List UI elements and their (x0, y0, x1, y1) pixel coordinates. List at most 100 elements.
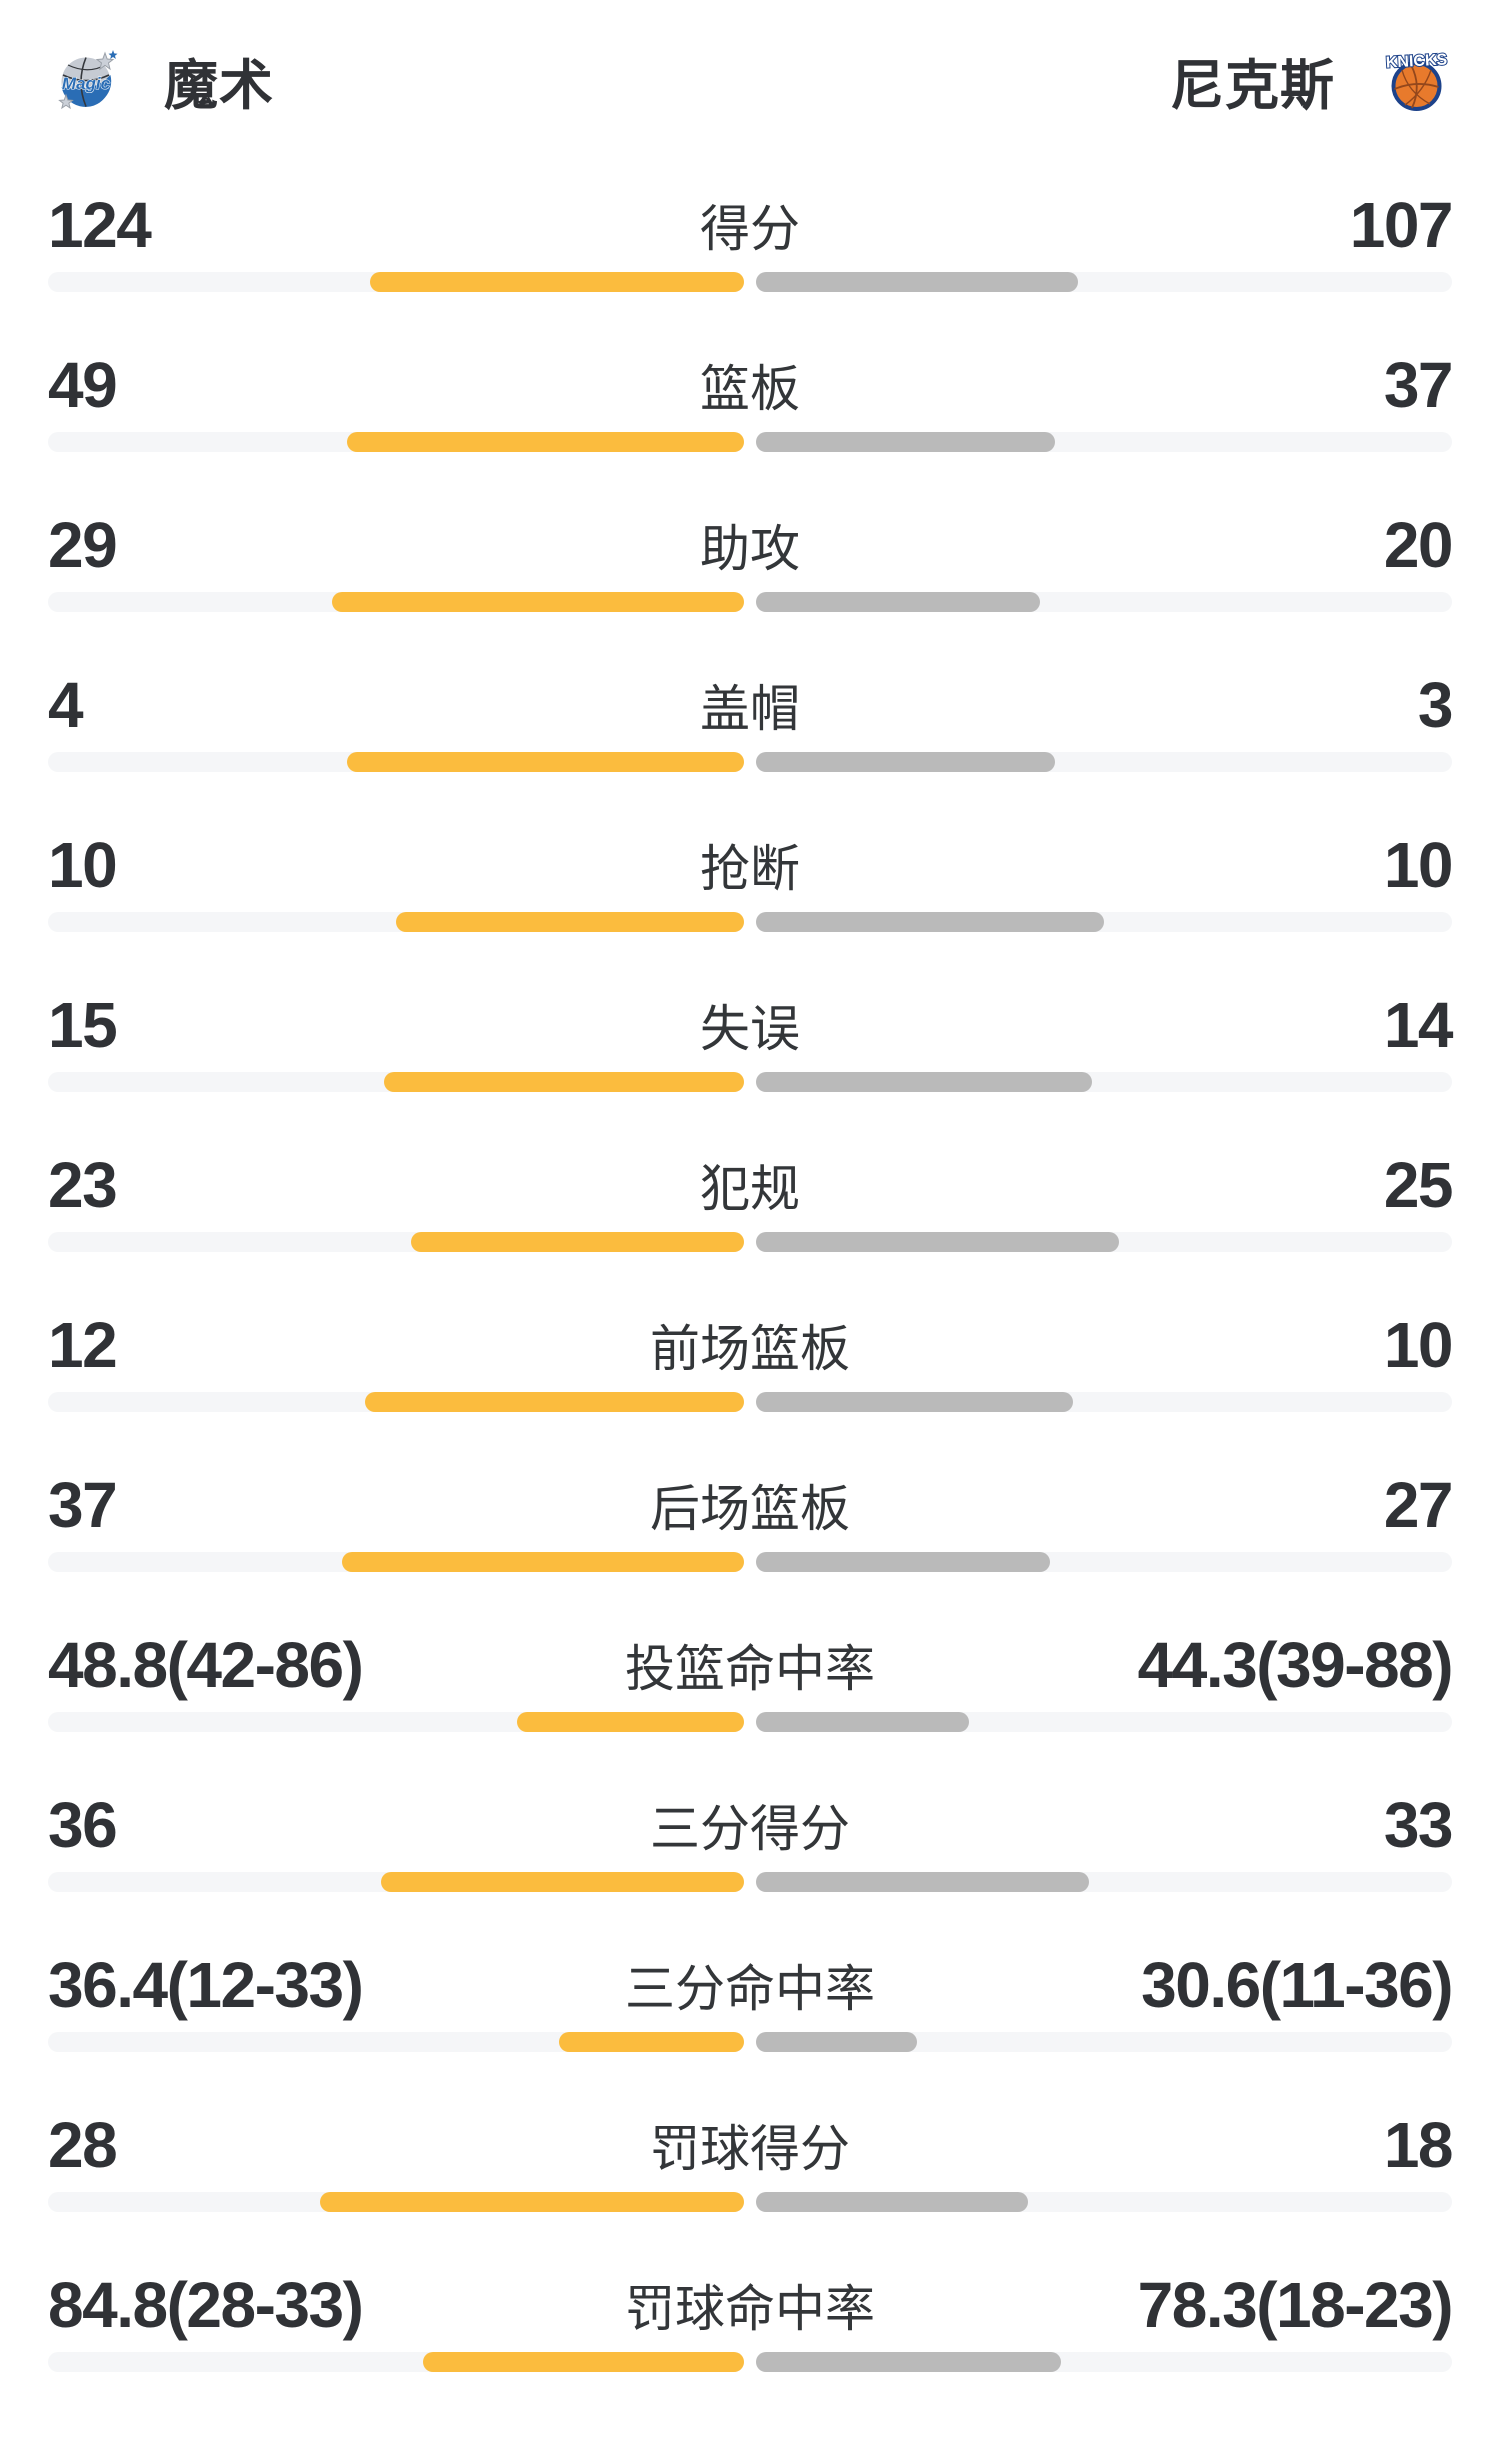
stat-label: 后场篮板 (650, 1481, 850, 1537)
stat-bars (48, 2032, 1452, 2052)
bars-gap (744, 1552, 756, 1572)
right-team-value: 20 (1383, 509, 1454, 581)
stat-row: 36.4(12-33) 三分命中率 30.6(11-36) (48, 1953, 1453, 2052)
left-team-value: 29 (48, 509, 118, 581)
stat-values-line: 36.4(12-33) 三分命中率 30.6(11-36) (48, 1953, 1453, 2017)
knicks-logo-wordmark: KNICKS (1385, 51, 1447, 71)
stat-bars (48, 1072, 1452, 1092)
left-bar-fill (341, 1552, 744, 1572)
right-bar-track (756, 1712, 1452, 1732)
stat-label: 前场篮板 (650, 1321, 850, 1377)
stat-row: 4 盖帽 3 (48, 669, 1454, 772)
right-bar-fill (756, 592, 1040, 612)
stat-values-line: 36 三分得分 33 (48, 1789, 1454, 1861)
left-bar-fill (558, 2032, 744, 2052)
stat-bars (48, 1712, 1452, 1732)
right-bar-track (756, 752, 1452, 772)
team-right[interactable]: 尼克斯 KNICKS (1170, 41, 1448, 120)
stat-label: 得分 (700, 201, 800, 257)
stat-bars (48, 1872, 1452, 1892)
right-bar-track (756, 1552, 1452, 1572)
team-stats-panel: Magic 魔术 尼克斯 KNICKS 124 得分 107 (0, 48, 1500, 2372)
right-bar-track (756, 2192, 1452, 2212)
left-bar-track (48, 2352, 744, 2372)
left-bar-fill (423, 2352, 744, 2372)
left-team-name: 魔术 (164, 55, 274, 116)
right-bar-fill (756, 2352, 1061, 2372)
stats-list: 124 得分 107 49 篮板 37 (48, 189, 1454, 2372)
left-team-value: 84.8(28-33) (48, 2269, 364, 2341)
left-bar-track (48, 752, 744, 772)
right-bar-fill (756, 2192, 1029, 2212)
stat-label: 罚球命中率 (625, 2281, 875, 2337)
left-bar-fill (347, 432, 744, 452)
magic-logo-wordmark: Magic (62, 74, 111, 93)
stat-label: 盖帽 (700, 681, 800, 737)
stat-values-line: 49 篮板 37 (48, 353, 1454, 417)
left-team-value: 4 (48, 669, 84, 741)
right-team-value: 33 (1383, 1789, 1454, 1861)
bars-gap (744, 912, 756, 932)
left-bar-track (48, 2192, 744, 2212)
right-bar-fill (756, 752, 1055, 772)
bars-gap (744, 1392, 756, 1412)
stat-values-line: 28 罚球得分 18 (48, 2113, 1454, 2177)
left-bar-track (48, 592, 744, 612)
stat-bars (48, 2352, 1452, 2372)
right-bar-fill (756, 1392, 1073, 1412)
right-bar-fill (756, 2032, 917, 2052)
bars-gap (744, 2192, 756, 2212)
stat-row: 23 犯规 25 (48, 1153, 1454, 1252)
right-team-value: 78.3(18-23) (1137, 2269, 1454, 2341)
right-bar-track (756, 912, 1452, 932)
left-bar-track (48, 1712, 744, 1732)
stat-bars (48, 1392, 1452, 1412)
left-bar-track (48, 1872, 744, 1892)
stat-values-line: 124 得分 107 (48, 189, 1454, 261)
right-bar-track (756, 272, 1452, 292)
right-team-value: 107 (1349, 189, 1454, 261)
stat-row: 124 得分 107 (48, 189, 1454, 292)
left-team-value: 10 (48, 829, 118, 901)
right-bar-track (756, 1072, 1452, 1092)
left-team-value: 12 (48, 1309, 118, 1381)
right-bar-track (756, 592, 1452, 612)
right-team-value: 3 (1417, 669, 1454, 741)
bars-gap (744, 1072, 756, 1092)
left-bar-track (48, 912, 744, 932)
right-bar-fill (756, 432, 1056, 452)
stat-values-line: 4 盖帽 3 (48, 669, 1454, 741)
stat-bars (48, 592, 1452, 612)
left-bar-track (48, 2032, 744, 2052)
stat-values-line: 10 抢断 10 (48, 829, 1454, 901)
left-bar-track (48, 1392, 744, 1412)
stat-row: 15 失误 14 (48, 993, 1454, 1092)
left-bar-track (48, 1552, 744, 1572)
stat-label: 犯规 (700, 1161, 800, 1217)
stat-values-line: 12 前场篮板 10 (48, 1309, 1454, 1381)
left-bar-track (48, 272, 744, 292)
stat-label: 三分命中率 (625, 1961, 875, 2017)
left-bar-fill (517, 1712, 744, 1732)
stat-values-line: 84.8(28-33) 罚球命中率 78.3(18-23) (48, 2269, 1454, 2341)
bars-gap (744, 2032, 756, 2052)
stat-bars (48, 1552, 1452, 1572)
stat-row: 28 罚球得分 18 (48, 2113, 1454, 2212)
left-bar-track (48, 1072, 744, 1092)
right-team-name: 尼克斯 (1170, 55, 1335, 116)
stat-row: 12 前场篮板 10 (48, 1309, 1454, 1412)
left-bar-track (48, 1232, 744, 1252)
team-left[interactable]: Magic 魔术 (55, 41, 274, 120)
right-team-value: 10 (1383, 1309, 1454, 1381)
stat-bars (48, 752, 1452, 772)
left-bar-fill (384, 1072, 744, 1092)
stat-values-line: 15 失误 14 (48, 993, 1454, 1057)
right-bar-fill (756, 1072, 1093, 1092)
left-team-value: 36 (48, 1789, 118, 1861)
bars-gap (744, 1872, 756, 1892)
right-team-value: 27 (1383, 1469, 1454, 1541)
stat-label: 助攻 (700, 521, 800, 577)
right-bar-fill (756, 912, 1104, 932)
left-bar-fill (380, 1872, 744, 1892)
stat-bars (48, 1232, 1452, 1252)
